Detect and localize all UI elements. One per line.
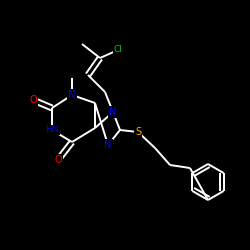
Text: N: N bbox=[109, 107, 117, 117]
Text: O: O bbox=[29, 95, 37, 105]
Text: N: N bbox=[104, 140, 112, 150]
Text: S: S bbox=[135, 127, 141, 137]
Text: O: O bbox=[54, 155, 62, 165]
Text: Cl: Cl bbox=[114, 46, 122, 54]
Text: N: N bbox=[68, 90, 76, 100]
Text: HN: HN bbox=[45, 126, 59, 134]
